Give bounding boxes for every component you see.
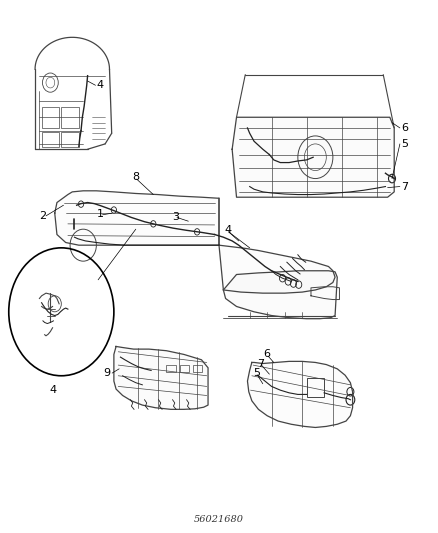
- Polygon shape: [247, 361, 353, 427]
- Polygon shape: [114, 346, 208, 409]
- Polygon shape: [219, 198, 335, 293]
- Bar: [61, 132, 79, 147]
- Text: 56021680: 56021680: [194, 515, 244, 524]
- Bar: [193, 365, 202, 372]
- Bar: [166, 365, 176, 372]
- Text: 6: 6: [401, 123, 408, 133]
- Text: 4: 4: [49, 385, 56, 395]
- Polygon shape: [232, 117, 394, 197]
- Text: 9: 9: [104, 368, 111, 378]
- Text: 6: 6: [264, 350, 271, 359]
- Bar: [42, 107, 59, 128]
- Text: 7: 7: [257, 359, 264, 368]
- Bar: [307, 378, 324, 397]
- Text: 3: 3: [172, 213, 179, 222]
- Text: 4: 4: [96, 80, 103, 90]
- Text: 8: 8: [132, 172, 139, 182]
- Polygon shape: [55, 191, 219, 245]
- Text: 7: 7: [401, 182, 408, 191]
- Polygon shape: [223, 271, 337, 319]
- Bar: [42, 132, 59, 147]
- Bar: [180, 365, 189, 372]
- Text: 4: 4: [224, 225, 231, 235]
- Text: 2: 2: [39, 211, 46, 221]
- Bar: [61, 107, 79, 128]
- Text: 5: 5: [401, 139, 408, 149]
- Text: 5: 5: [253, 368, 260, 378]
- Text: 1: 1: [97, 209, 104, 219]
